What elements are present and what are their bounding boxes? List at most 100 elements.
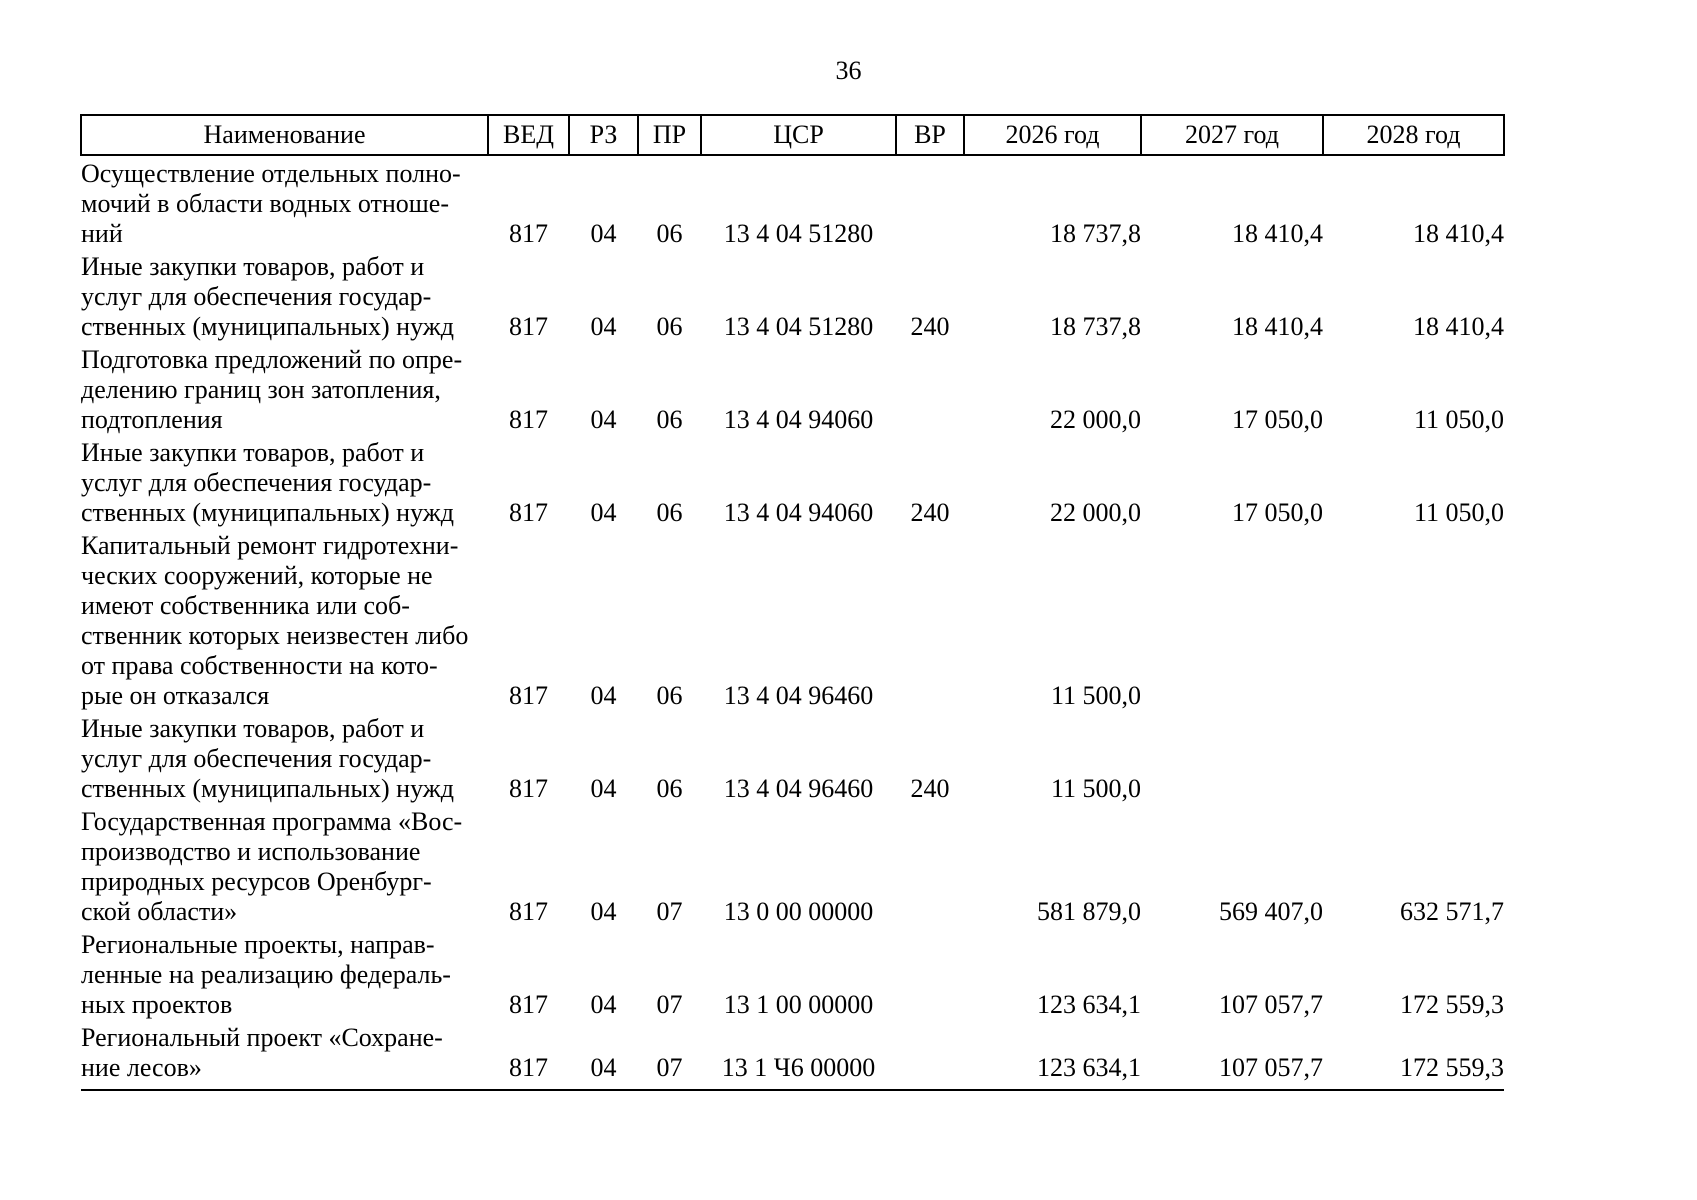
cell-csr: 13 4 04 94060: [723, 498, 874, 527]
cell-name: Региональные проекты, направ- ленные на …: [81, 930, 451, 1019]
cell-name: Подготовка предложений по опре- делению …: [81, 345, 463, 434]
column-header-ved: ВЕД: [487, 114, 570, 156]
table-header-row: Наименование ВЕД РЗ ПР ЦСР ВР 2026 год 2…: [80, 114, 1505, 156]
cell-csr: 13 4 04 51280: [723, 312, 874, 341]
cell-vr: 240: [910, 774, 950, 803]
cell-ved: 817: [509, 681, 548, 710]
cell-rz: 04: [590, 312, 617, 341]
cell-vr: 240: [910, 312, 950, 341]
column-header-pr: ПР: [637, 114, 702, 156]
table-row: Капитальный ремонт гидротехни- ческих со…: [81, 528, 1504, 711]
cell-ved: 817: [509, 498, 548, 527]
cell-csr: 13 1 Ч6 00000: [701, 1020, 896, 1091]
cell-name: Иные закупки товаров, работ и услуг для …: [81, 714, 454, 803]
cell-2026: 22 000,0: [1050, 498, 1141, 527]
cell-2027: 107 057,7: [1219, 990, 1323, 1019]
cell-name: Государственная программа «Вос- производ…: [81, 807, 463, 926]
cell-2026: 123 634,1: [964, 1020, 1141, 1091]
cell-ved: 817: [509, 897, 548, 926]
table-row: Подготовка предложений по опре- делению …: [81, 342, 1504, 435]
page-number: 36: [835, 56, 862, 85]
cell-pr: 06: [656, 405, 683, 434]
cell-pr: 06: [656, 312, 683, 341]
cell-pr: 06: [656, 498, 683, 527]
column-header-2028: 2028 год: [1322, 114, 1505, 156]
cell-rz: 04: [590, 219, 617, 248]
cell-ved: 817: [509, 312, 548, 341]
cell-pr: 07: [638, 1020, 701, 1091]
table-row: Региональные проекты, направ- ленные на …: [81, 927, 1504, 1020]
cell-csr: 13 1 00 00000: [723, 990, 874, 1019]
table-row: Иные закупки товаров, работ и услуг для …: [81, 249, 1504, 342]
cell-2028: 172 559,3: [1323, 1020, 1504, 1091]
cell-2028: 172 559,3: [1400, 990, 1504, 1019]
cell-name: Региональный проект «Сохране- ние лесов»: [81, 1020, 488, 1091]
cell-2027: 107 057,7: [1141, 1020, 1323, 1091]
cell-2028: 632 571,7: [1400, 897, 1504, 926]
table-row: Иные закупки товаров, работ и услуг для …: [81, 711, 1504, 804]
cell-2027: 17 050,0: [1232, 405, 1323, 434]
cell-vr: [896, 528, 964, 711]
cell-pr: 07: [656, 990, 683, 1019]
cell-rz: 04: [590, 774, 617, 803]
column-header-name: Наименование: [80, 114, 489, 156]
cell-pr: 06: [656, 219, 683, 248]
cell-2027: 17 050,0: [1232, 498, 1323, 527]
cell-csr: 13 0 00 00000: [723, 897, 874, 926]
cell-rz: 04: [590, 405, 617, 434]
cell-ved: 817: [488, 1020, 569, 1091]
column-header-csr: ЦСР: [700, 114, 897, 156]
cell-pr: 06: [656, 681, 683, 710]
cell-csr: 13 4 04 96460: [723, 774, 874, 803]
budget-table: Наименование ВЕД РЗ ПР ЦСР ВР 2026 год 2…: [80, 114, 1505, 1091]
cell-vr: 240: [910, 498, 950, 527]
cell-2028: [1323, 528, 1504, 711]
cell-2028: 18 410,4: [1413, 312, 1504, 341]
cell-2026: 11 500,0: [1050, 774, 1141, 803]
cell-2027: 18 410,4: [1232, 219, 1323, 248]
cell-csr: 13 4 04 94060: [723, 405, 874, 434]
cell-2026: 18 737,8: [1050, 219, 1141, 248]
table-row: Осуществление отдельных полно- мочий в о…: [81, 155, 1504, 249]
cell-2028: [1323, 711, 1504, 804]
cell-rz: 04: [590, 498, 617, 527]
cell-vr: [896, 1020, 964, 1091]
column-header-rz: РЗ: [568, 114, 639, 156]
cell-2027: [1141, 528, 1323, 711]
cell-csr: 13 4 04 51280: [723, 219, 874, 248]
table-row: Государственная программа «Вос- производ…: [81, 804, 1504, 927]
cell-2026: 123 634,1: [1037, 990, 1141, 1019]
table-row: Иные закупки товаров, работ и услуг для …: [81, 435, 1504, 528]
cell-2027: [1141, 711, 1323, 804]
cell-2027: 18 410,4: [1232, 312, 1323, 341]
cell-2026: 18 737,8: [1050, 312, 1141, 341]
cell-vr: [896, 155, 964, 249]
cell-rz: 04: [590, 990, 617, 1019]
cell-name: Осуществление отдельных полно- мочий в о…: [81, 159, 461, 248]
cell-vr: [896, 804, 964, 927]
cell-2028: 11 050,0: [1413, 405, 1504, 434]
cell-csr: 13 4 04 96460: [723, 681, 874, 710]
cell-rz: 04: [569, 1020, 638, 1091]
cell-ved: 817: [509, 774, 548, 803]
column-header-vr: ВР: [895, 114, 965, 156]
cell-ved: 817: [509, 405, 548, 434]
cell-2027: 569 407,0: [1219, 897, 1323, 926]
table-row: Региональный проект «Сохране- ние лесов»…: [81, 1020, 1504, 1091]
cell-ved: 817: [509, 990, 548, 1019]
cell-rz: 04: [590, 681, 617, 710]
cell-name: Капитальный ремонт гидротехни- ческих со…: [81, 531, 469, 710]
cell-name: Иные закупки товаров, работ и услуг для …: [81, 438, 454, 527]
cell-pr: 06: [656, 774, 683, 803]
cell-2026: 581 879,0: [1037, 897, 1141, 926]
cell-2028: 11 050,0: [1413, 498, 1504, 527]
cell-2028: 18 410,4: [1413, 219, 1504, 248]
cell-vr: [896, 342, 964, 435]
column-header-2027: 2027 год: [1140, 114, 1324, 156]
cell-ved: 817: [509, 219, 548, 248]
cell-2026: 22 000,0: [1050, 405, 1141, 434]
cell-rz: 04: [590, 897, 617, 926]
cell-name: Иные закупки товаров, работ и услуг для …: [81, 252, 454, 341]
column-header-2026: 2026 год: [963, 114, 1142, 156]
